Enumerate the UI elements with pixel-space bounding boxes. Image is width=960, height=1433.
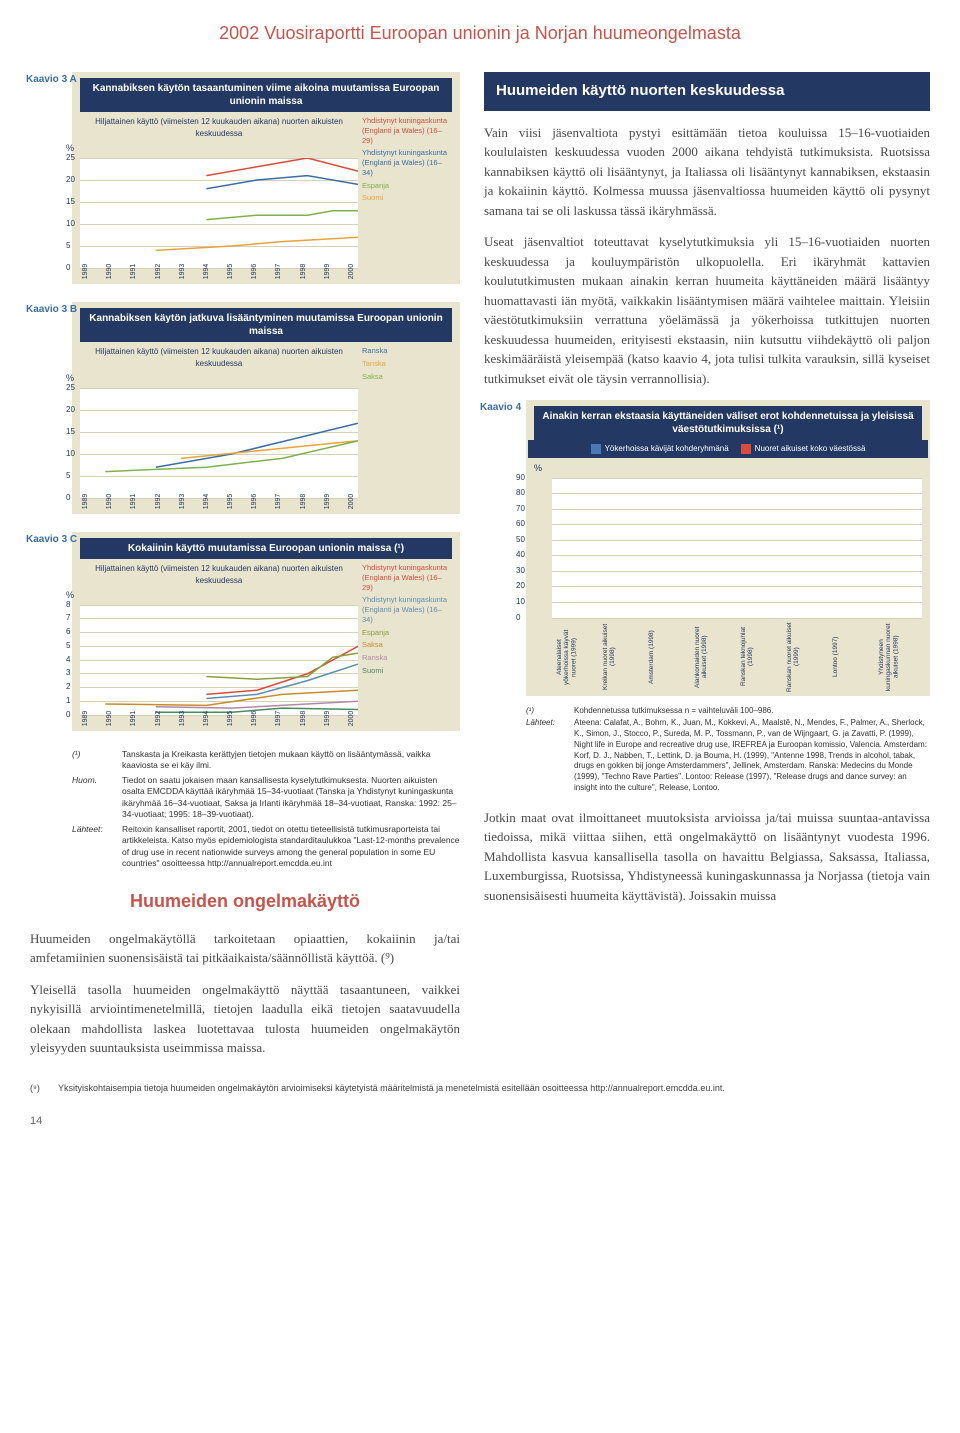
chart-4-legend: Yökerhoissa kävijät kohderyhmänäNuoret a… bbox=[528, 440, 928, 458]
chart-4-bars bbox=[552, 478, 922, 618]
footnote-9-num: (⁹) bbox=[30, 1082, 48, 1096]
chart-3a: Kaavio 3 A Kannabiksen käytön tasaantumi… bbox=[30, 72, 460, 284]
chart-3b-legend: RanskaTanskaSaksa bbox=[362, 346, 452, 510]
footnote-9-text: Yksityiskohtaisempia tietoja huumeiden o… bbox=[58, 1082, 725, 1096]
page-number: 14 bbox=[0, 1103, 960, 1150]
chart-3a-legend: Yhdistynyt kuningaskunta (Englanti ja Wa… bbox=[362, 116, 452, 280]
chart-3a-subtitle: Hiljattainen käyttö (viimeisten 12 kuuka… bbox=[80, 116, 358, 140]
chart-3b-xlabels: 1989199019911992199319941995199619971998… bbox=[80, 500, 358, 511]
section-left-heading: Huumeiden ongelmakäyttö bbox=[30, 888, 460, 915]
chart-3a-plot: 0510152025 bbox=[80, 158, 358, 268]
chart-3c-title: Kokaiinin käyttö muutamissa Euroopan uni… bbox=[80, 538, 452, 559]
chart-3a-title: Kannabiksen käytön tasaantuminen viime a… bbox=[80, 78, 452, 112]
chart-3b-ylabel: % bbox=[66, 372, 358, 386]
chart-3a-label: Kaavio 3 A bbox=[26, 72, 77, 87]
body-right-p3: Jotkin maat ovat ilmoittaneet muutoksist… bbox=[484, 808, 930, 906]
chart-4-sources: (¹)Kohdennetussa tutkimuksessa n = vaiht… bbox=[526, 706, 930, 794]
footnote-9: (⁹) Yksityiskohtaisempia tietoja huumeid… bbox=[0, 1070, 960, 1104]
chart-3c-plot: 012345678 bbox=[80, 605, 358, 715]
chart-3c-subtitle: Hiljattainen käyttö (viimeisten 12 kuuka… bbox=[80, 563, 358, 587]
chart-3b-label: Kaavio 3 B bbox=[26, 302, 77, 317]
body-right-p2: Useat jäsenvaltiot toteuttavat kyselytut… bbox=[484, 232, 930, 388]
chart-3a-xlabels: 1989199019911992199319941995199619971998… bbox=[80, 270, 358, 281]
chart-3b-subtitle: Hiljattainen käyttö (viimeisten 12 kuuka… bbox=[80, 346, 358, 370]
body-left-p1: Huumeiden ongelmakäytöllä tarkoitetaan o… bbox=[30, 929, 460, 968]
chart-3a-ylabel: % bbox=[66, 142, 358, 156]
chart-4-xlabels: Ateenalaiset yökerhoissa käyvät nuoret (… bbox=[552, 622, 922, 692]
chart-3c-xlabels: 1989199019911992199319941995199619971998… bbox=[80, 717, 358, 728]
chart-3c: Kaavio 3 C Kokaiinin käyttö muutamissa E… bbox=[30, 532, 460, 731]
chart-3b: Kaavio 3 B Kannabiksen käytön jatkuva li… bbox=[30, 302, 460, 514]
chart-4-ylabel: % bbox=[534, 462, 922, 476]
body-left-p2: Yleisellä tasolla huumeiden ongelmakäytt… bbox=[30, 980, 460, 1058]
chart-4-label: Kaavio 4 bbox=[480, 400, 521, 415]
chart-3c-legend: Yhdistynyt kuningaskunta (Englanti ja Wa… bbox=[362, 563, 452, 727]
chart-4: Kaavio 4 Ainakin kerran ekstaasia käyttä… bbox=[484, 400, 930, 696]
chart-4-title: Ainakin kerran ekstaasia käyttäneiden vä… bbox=[534, 406, 922, 440]
chart-3b-plot: 0510152025 bbox=[80, 388, 358, 498]
band-right-heading: Huumeiden käyttö nuorten keskuudessa bbox=[484, 72, 930, 111]
page-title: 2002 Vuosiraportti Euroopan unionin ja N… bbox=[0, 0, 960, 72]
chart-3-notes: (¹)Tanskasta ja Kreikasta kerättyjen tie… bbox=[72, 749, 460, 870]
chart-3b-title: Kannabiksen käytön jatkuva lisääntyminen… bbox=[80, 308, 452, 342]
chart-3c-label: Kaavio 3 C bbox=[26, 532, 77, 547]
body-right-p1: Vain viisi jäsenvaltiota pystyi esittämä… bbox=[484, 123, 930, 221]
chart-3c-ylabel: % bbox=[66, 589, 358, 603]
